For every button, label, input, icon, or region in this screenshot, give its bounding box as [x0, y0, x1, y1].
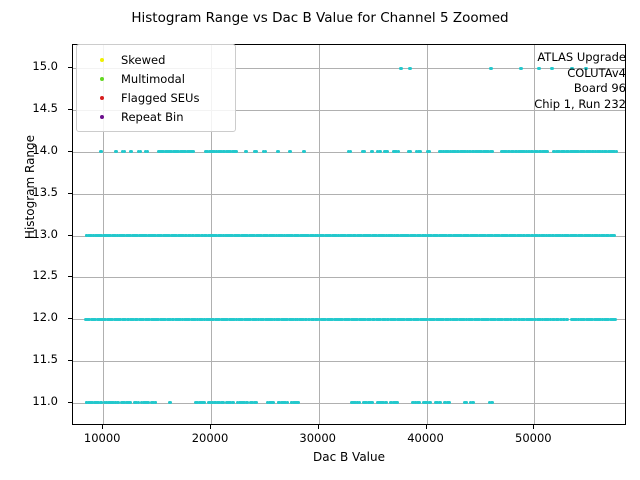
y-tick-mark — [68, 151, 72, 152]
data-point — [137, 401, 140, 404]
data-point — [418, 401, 421, 404]
data-point — [396, 401, 399, 404]
x-tick-mark — [102, 425, 103, 429]
data-point — [385, 401, 388, 404]
data-point — [203, 401, 206, 404]
data-point — [400, 67, 403, 70]
x-tick-mark — [426, 425, 427, 429]
legend-item-repeat-bin[interactable]: Repeat Bin — [83, 107, 229, 126]
annotation-text: ATLAS Upgrade COLUTAv4 Board 96 Chip 1, … — [534, 50, 626, 112]
data-point — [491, 401, 494, 404]
data-point — [615, 150, 618, 153]
data-point — [123, 150, 126, 153]
x-axis-label: Dac B Value — [72, 450, 626, 464]
x-tick-mark — [210, 425, 211, 429]
data-point — [115, 150, 118, 153]
legend-marker-icon — [83, 58, 121, 62]
data-point — [154, 401, 157, 404]
data-point — [272, 401, 275, 404]
data-point — [566, 318, 569, 321]
data-point — [428, 150, 431, 153]
data-point — [277, 150, 280, 153]
x-tick-label: 20000 — [192, 431, 229, 445]
data-point — [546, 150, 549, 153]
data-point — [465, 401, 468, 404]
data-point — [363, 150, 366, 153]
data-point — [297, 401, 300, 404]
data-point — [613, 234, 616, 237]
y-tick-mark — [68, 276, 72, 277]
x-tick-mark — [533, 425, 534, 429]
data-point — [439, 401, 442, 404]
data-point — [255, 150, 258, 153]
data-point — [286, 401, 289, 404]
legend-label: Multimodal — [121, 72, 185, 86]
x-tick-label: 30000 — [299, 431, 336, 445]
data-point — [349, 150, 352, 153]
data-point — [232, 401, 235, 404]
data-point — [379, 150, 382, 153]
y-tick-mark — [68, 193, 72, 194]
data-point — [490, 67, 493, 70]
legend-label: Skewed — [121, 53, 165, 67]
data-point — [386, 150, 389, 153]
data-point — [472, 401, 475, 404]
data-point — [264, 150, 267, 153]
y-tick-mark — [68, 360, 72, 361]
data-point — [192, 150, 195, 153]
data-point — [397, 150, 400, 153]
data-point — [358, 401, 361, 404]
y-tick-label: 11.0 — [32, 394, 58, 408]
data-point — [614, 318, 617, 321]
legend[interactable]: Skewed Multimodal Flagged SEUs Repeat Bin — [76, 44, 236, 132]
y-tick-mark — [68, 402, 72, 403]
data-point — [371, 401, 374, 404]
data-point — [429, 401, 432, 404]
data-point — [129, 401, 132, 404]
y-tick-label: 11.5 — [32, 352, 58, 366]
data-point — [139, 150, 142, 153]
y-tick-mark — [68, 67, 72, 68]
data-point — [491, 150, 494, 153]
legend-label: Repeat Bin — [121, 110, 184, 124]
x-tick-label: 10000 — [84, 431, 121, 445]
chart-figure: Histogram Range vs Dac B Value for Chann… — [0, 0, 640, 480]
legend-marker-icon — [83, 115, 121, 119]
y-tick-mark — [68, 109, 72, 110]
data-point — [255, 401, 258, 404]
data-point — [303, 150, 306, 153]
x-tick-mark — [318, 425, 319, 429]
data-point — [419, 150, 422, 153]
y-tick-label: 12.0 — [32, 310, 58, 324]
legend-marker-icon — [83, 77, 121, 81]
data-point — [245, 150, 248, 153]
data-point — [448, 401, 451, 404]
legend-item-skewed[interactable]: Skewed — [83, 50, 229, 69]
data-point — [169, 401, 172, 404]
data-point — [146, 150, 149, 153]
data-point — [235, 150, 238, 153]
legend-label: Flagged SEUs — [121, 91, 199, 105]
data-point — [520, 67, 523, 70]
y-tick-mark — [68, 318, 72, 319]
data-point — [246, 401, 249, 404]
x-tick-label: 50000 — [515, 431, 552, 445]
chart-title: Histogram Range vs Dac B Value for Chann… — [0, 10, 640, 26]
legend-item-flagged-seus[interactable]: Flagged SEUs — [83, 88, 229, 107]
x-tick-label: 40000 — [407, 431, 444, 445]
y-axis-label: Histogram Range — [23, 67, 37, 307]
data-point — [289, 150, 292, 153]
legend-item-multimodal[interactable]: Multimodal — [83, 69, 229, 88]
y-tick-mark — [68, 235, 72, 236]
data-point — [409, 67, 412, 70]
legend-marker-icon — [83, 96, 121, 100]
